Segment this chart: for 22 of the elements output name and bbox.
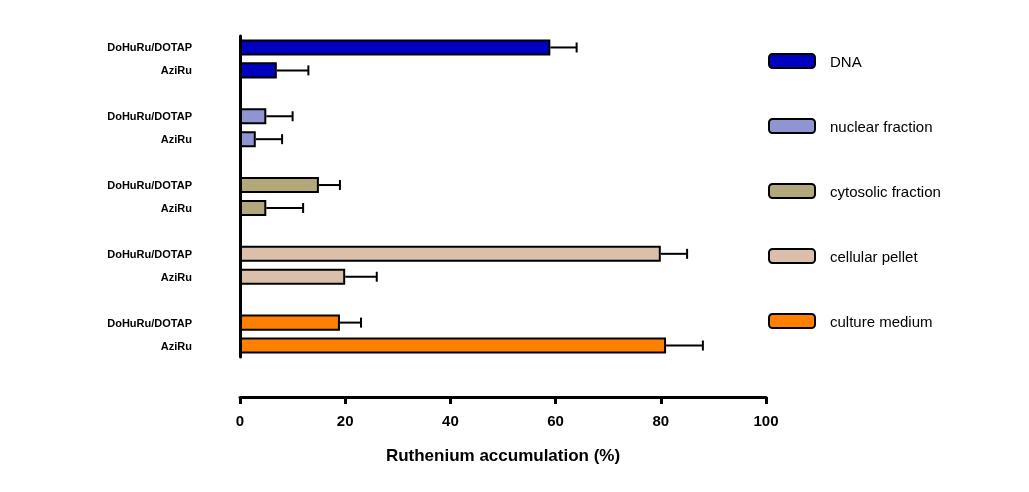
legend-label: cytosolic fraction: [830, 182, 941, 200]
y-tick-label: DoHuRu/DOTAP: [107, 179, 192, 192]
x-tick-label: 100: [753, 412, 779, 429]
legend-label: nuclear fraction: [830, 117, 933, 135]
x-tick-label: 0: [235, 412, 245, 429]
y-tick-label: DoHuRu/DOTAP: [107, 247, 192, 260]
x-tick-label: 60: [547, 412, 564, 429]
x-axis-title: Ruthenium accumulation (%): [385, 446, 621, 465]
y-tick-label: AziRu: [160, 133, 192, 146]
x-tick-label: 20: [336, 412, 354, 429]
y-tick-label: AziRu: [160, 270, 192, 283]
legend-label: cellular pellet: [830, 247, 919, 265]
legend-label: DNA: [830, 52, 862, 70]
y-tick-label: DoHuRu/DOTAP: [107, 41, 192, 54]
x-tick-label: 40: [442, 412, 459, 429]
y-tick-label: DoHuRu/DOTAP: [107, 316, 192, 329]
y-tick-label: AziRu: [160, 339, 192, 352]
y-tick-label: AziRu: [160, 64, 192, 77]
y-tick-label: AziRu: [160, 201, 192, 214]
y-tick-label: DoHuRu/DOTAP: [107, 110, 192, 123]
x-tick-label: 80: [652, 412, 670, 429]
legend-label: culture medium: [830, 312, 933, 330]
